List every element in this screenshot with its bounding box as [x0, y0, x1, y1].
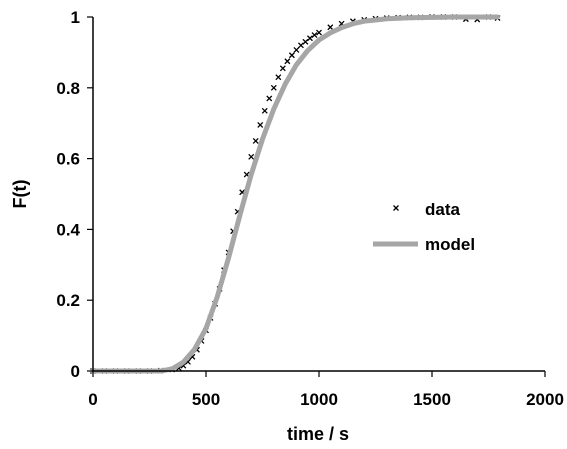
data-point	[288, 52, 295, 59]
data-point	[252, 137, 259, 144]
y-tick-label: 0.8	[56, 79, 80, 98]
x-axis-title: time / s	[287, 424, 349, 444]
y-tick-label: 1	[71, 8, 80, 27]
legend-label-data: data	[425, 200, 461, 219]
data-point	[327, 24, 334, 31]
ticks: 0 500 1000 1500 2000 0 0.2 0.4 0.6 0.8 1	[56, 8, 564, 409]
data-point	[302, 38, 309, 45]
x-tick-label: 500	[192, 390, 220, 409]
data-point	[311, 32, 318, 39]
x-tick-label: 1500	[413, 390, 451, 409]
legend-marker-data	[393, 205, 399, 211]
x-tick-label: 0	[88, 390, 97, 409]
x-tick-label: 2000	[526, 390, 564, 409]
data-point	[316, 29, 322, 36]
data-point	[293, 46, 300, 53]
data-point	[270, 84, 277, 91]
data-point	[275, 74, 282, 81]
data-point	[257, 122, 264, 128]
data-point	[261, 107, 268, 114]
legend-item-data: data	[393, 200, 461, 219]
data-point	[279, 65, 286, 72]
y-tick-label: 0.4	[56, 220, 80, 239]
y-tick-label: 0	[71, 362, 80, 381]
data-point	[297, 42, 304, 49]
legend-marker-x	[393, 205, 399, 211]
y-axis-title: F(t)	[10, 180, 30, 209]
y-tick-label: 0.2	[56, 291, 80, 310]
data-point	[266, 95, 273, 102]
axes	[92, 17, 545, 372]
model-line	[90, 14, 500, 374]
legend-item-model: model	[373, 235, 475, 254]
x-tick-label: 1000	[300, 390, 338, 409]
legend: data model	[373, 200, 475, 254]
data-point	[284, 58, 291, 65]
y-tick-label: 0.6	[56, 150, 80, 169]
data-point	[248, 153, 255, 160]
data-point	[307, 35, 313, 42]
legend-label-model: model	[425, 235, 475, 254]
plot-area	[90, 14, 501, 374]
